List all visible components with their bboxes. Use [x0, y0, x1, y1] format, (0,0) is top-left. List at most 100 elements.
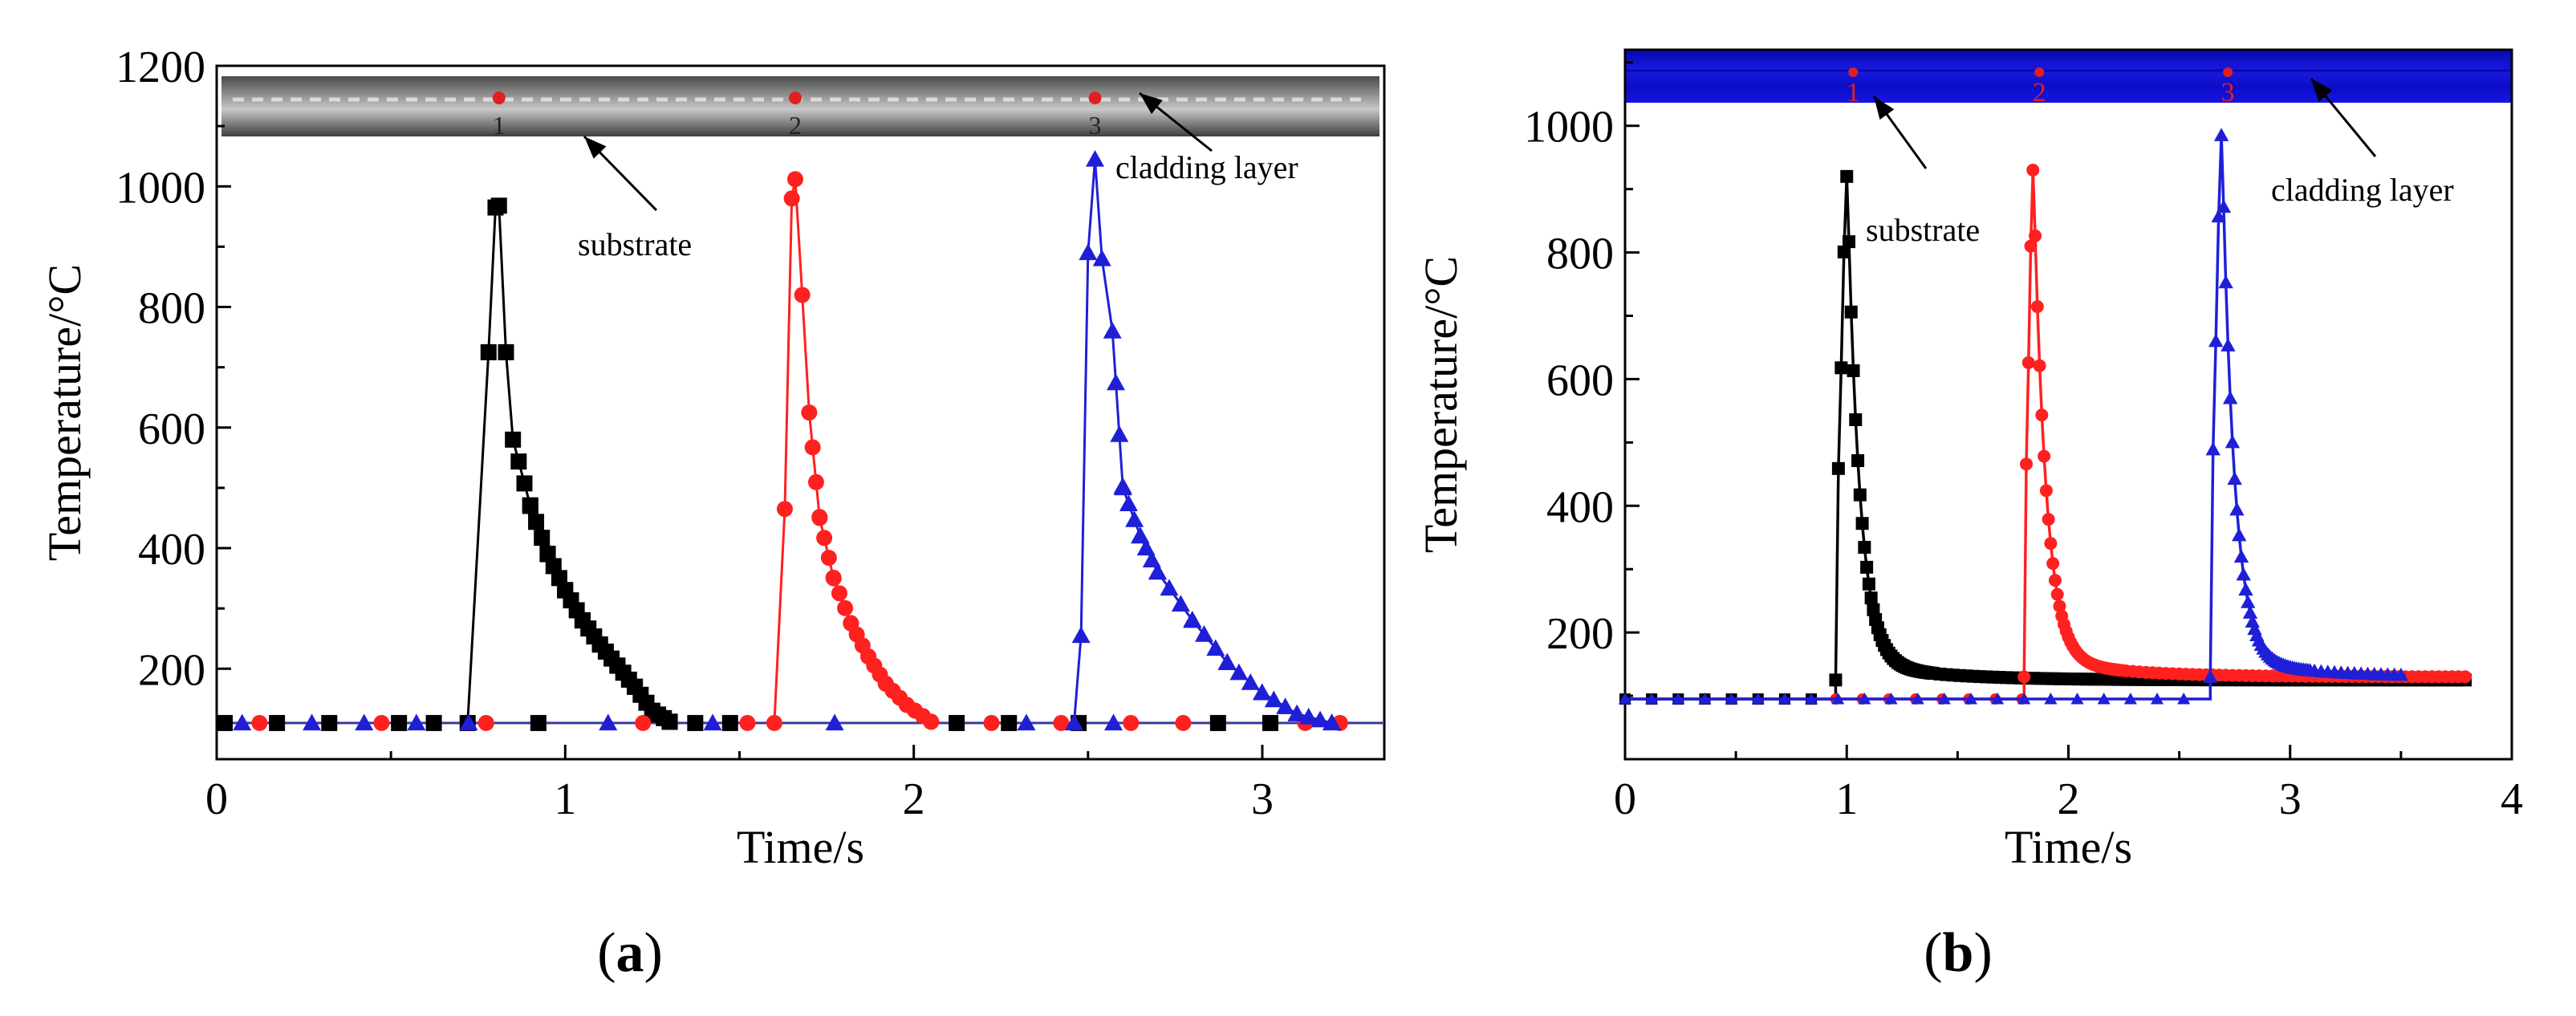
- panel-a-series-1-baseline-point: [269, 714, 286, 731]
- panel-b-series-3-baseline-point: [1672, 692, 1685, 705]
- panel-a-series-2-baseline-point: [635, 714, 652, 731]
- panel-a-series-1-baseline-point: [1209, 714, 1226, 731]
- panel-a-series-3-point: [1142, 551, 1161, 567]
- panel-a-series-1-baseline-point: [721, 714, 738, 731]
- panel-a-series-2-point: [794, 287, 811, 303]
- panel-b-series-3-baseline-point: [2150, 692, 2164, 705]
- panel-b-series-1-point: [1867, 603, 1880, 616]
- panel-a-position-marker: [788, 91, 802, 104]
- panel-b-series-3-baseline-point: [2123, 692, 2137, 705]
- panel-b-series-2-point: [2033, 359, 2046, 372]
- panel-a-series-3-point: [1253, 683, 1272, 701]
- panel-b-series-1: [1619, 169, 2472, 705]
- panel-a-series-3-point: [1276, 697, 1295, 714]
- panel-a-series-2-point: [816, 530, 833, 547]
- panel-b-series-3-baseline-point: [1725, 692, 1738, 705]
- panel-a-series-3-point: [1119, 494, 1138, 511]
- panel-b-position-marker: [1848, 67, 1859, 77]
- panel-b-series-3-point: [2220, 338, 2236, 352]
- panel-b-series-3-point: [2213, 128, 2229, 141]
- panel-a-caption: (a): [597, 922, 663, 984]
- panel-a-plot-frame: [215, 64, 1386, 761]
- panel-a-series-3-point: [1206, 639, 1225, 656]
- panel-a-series-2-point: [801, 404, 818, 421]
- panel-a-series-1-baseline-point: [391, 714, 408, 731]
- panel-a-position-marker: [1088, 91, 1102, 104]
- panel-a-series-3: [233, 149, 1342, 731]
- panel-b-series-1-point: [1862, 577, 1875, 591]
- panel-a-series-3-point: [1086, 149, 1105, 167]
- panel-a-series-1-point: [539, 545, 556, 562]
- panel-a-series-3-point: [1107, 373, 1126, 391]
- panel-a-series-3-point: [1113, 477, 1132, 494]
- panel-b-series-2-point: [2038, 449, 2051, 463]
- panel-b-series-1-point: [1844, 305, 1858, 319]
- panel-a-series-2-point: [766, 714, 782, 731]
- panel-a-xlabel: Time/s: [737, 821, 864, 873]
- panel-b-series-3-baseline-point: [2177, 692, 2191, 705]
- panel-a-series-1-baseline-point: [530, 714, 546, 731]
- panel-a-series-3-baseline-point: [703, 713, 722, 731]
- panel-a-series-2-baseline-point: [983, 714, 1000, 731]
- panel-a-series-3-point: [1183, 611, 1202, 628]
- panel-b-series-3-baseline-point: [1805, 692, 1818, 705]
- panel-a-series-1-baseline-point: [425, 714, 442, 731]
- panel-a-series-2-baseline-point: [739, 714, 756, 731]
- panel-b-caption: (b): [1924, 922, 1993, 984]
- panel-a-series-3-baseline-point: [825, 713, 844, 731]
- panel-b-chart: 0 1 2 3 4 200 400 600 800 1000 Time/s Temperature/°…: [1415, 48, 2523, 873]
- panel-b-series-2-point: [2042, 513, 2055, 526]
- panel-a-ytick-label: 1200: [116, 43, 205, 92]
- panel-b-series-1-point: [1834, 361, 1848, 375]
- panel-a-series-3-point: [1171, 595, 1190, 612]
- panel-b-series-2-point: [2026, 163, 2040, 177]
- panel-b-series-3-point: [2225, 434, 2241, 449]
- panel-b-series-2-point: [2044, 537, 2058, 551]
- panel-b-xtick-label: 4: [2501, 774, 2523, 824]
- panel-a-series-3-point: [1194, 625, 1213, 642]
- panel-a-series-1-point: [505, 431, 522, 448]
- panel-b-series-1-point: [1860, 560, 1874, 574]
- panel-a-series-3-point: [1217, 652, 1237, 670]
- panel-b-position-label: 3: [2221, 78, 2235, 108]
- panel-a-series-3-point: [1064, 713, 1083, 731]
- panel-a-photo-strip: [221, 76, 1379, 136]
- panel-b-ytick-label: 1000: [1524, 103, 1614, 152]
- panel-a-series-2-point: [825, 569, 842, 586]
- panel-b-series-2-point: [2021, 356, 2035, 369]
- panel-a-ytick-label: 600: [138, 404, 205, 454]
- panel-b-series-3-point: [2218, 274, 2233, 289]
- panel-b-xlabel: Time/s: [2005, 821, 2132, 873]
- panel-a-series-2-point: [807, 473, 824, 490]
- panel-a-ytick-label: 1000: [116, 163, 205, 213]
- panel-a-series-3-point: [1310, 710, 1330, 728]
- panel-b-series-2-point: [2458, 670, 2472, 684]
- panel-b-series-3-point: [2232, 527, 2247, 542]
- panel-b-cladding-arrow: [2310, 78, 2377, 157]
- panel-b-series-3-baseline-point: [2097, 692, 2111, 705]
- panel-a-xtick-label: 1: [554, 774, 576, 824]
- panel-a-series-3-baseline-point: [303, 713, 322, 731]
- panel-b-series-1-point: [1829, 673, 1843, 687]
- panel-b-series-1-point: [1831, 461, 1845, 475]
- panel-a-series-1-point: [490, 197, 507, 214]
- panel-b-series-1-point: [1847, 364, 1860, 377]
- panel-b-series-2-point: [2020, 457, 2034, 471]
- panel-a-series-1-point: [480, 343, 497, 360]
- panel-a-series-3-point: [1092, 249, 1111, 266]
- panel-b-ytick-label: 200: [1546, 609, 1614, 659]
- panel-b-series-3-baseline-point: [1991, 692, 2005, 705]
- panel-a-series-2-baseline-point: [1053, 714, 1070, 731]
- panel-b-series-3-baseline-point: [1645, 692, 1659, 705]
- panel-b-series-3-point: [2233, 549, 2249, 563]
- panel-b-series-2-point: [2050, 587, 2064, 601]
- panel-b-series-2-point: [2035, 408, 2049, 422]
- panel-b-series-3-baseline-point: [1618, 692, 1632, 705]
- panel-a-series-3-point: [1229, 663, 1249, 681]
- panel-b-position-label: 2: [2033, 78, 2046, 108]
- panel-b-xtick-label: 3: [2279, 774, 2302, 824]
- panel-a-series-3-point: [1110, 425, 1129, 442]
- panel-a-series-2-baseline-point: [373, 714, 390, 731]
- panel-a-series-3-baseline-point: [233, 713, 252, 731]
- panel-b-series-3-point: [2216, 199, 2232, 213]
